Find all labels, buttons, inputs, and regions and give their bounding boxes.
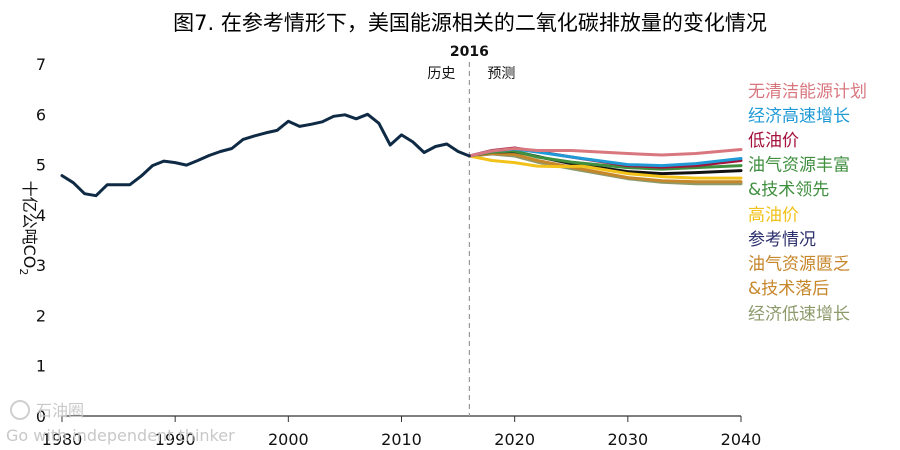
y-tick-label: 4 [36, 206, 46, 225]
series-line-4 [467, 154, 743, 180]
y-tick-label: 5 [36, 156, 46, 175]
y-axis-label-subscript: 2 [17, 268, 30, 275]
y-tick-label: 1 [36, 357, 46, 376]
axes: 1980 1990 2000 2010 2020 2030 2040 0 1 2 3 4 5 6 7 [36, 55, 762, 449]
x-tick-label: 1990 [155, 430, 196, 449]
watermark-logo-icon [10, 400, 30, 420]
projection-label: 预测 [487, 66, 515, 82]
y-tick-label: 7 [36, 55, 46, 74]
watermark-logo: 石油圈 [36, 401, 84, 420]
legend-entry: &技术落后 [748, 279, 829, 299]
series-line-0 [467, 147, 743, 158]
history-label: 历史 [427, 66, 455, 82]
svg-text:十亿公吨CO2: 十亿公吨CO2 [17, 181, 39, 276]
y-axis-label-text: 十亿公吨CO [20, 181, 39, 269]
legend-entry: 无清洁能源计划 [748, 82, 867, 102]
legend-entry: 参考情况 [748, 230, 816, 250]
watermark-text: Go with independent thinker [6, 426, 235, 445]
y-axis-label: 十亿公吨CO2 [17, 181, 39, 276]
x-tick-label: 2040 [721, 430, 762, 449]
legend-entry: 经济低速增长 [748, 305, 850, 325]
x-tick-label: 2000 [268, 430, 309, 449]
series-lines [60, 112, 743, 198]
legend-entry: 低油价 [748, 131, 799, 151]
x-tick-label: 2010 [381, 430, 422, 449]
y-tick-label: 3 [36, 256, 46, 275]
y-tick-label: 2 [36, 306, 46, 325]
x-tick-label: 2030 [607, 430, 648, 449]
x-tick-label: 1980 [42, 430, 83, 449]
y-tick-label: 6 [36, 105, 46, 124]
legend: 无清洁能源计划经济高速增长低油价油气资源丰富&技术领先高油价参考情况油气资源匮乏… [748, 82, 867, 325]
legend-entry: 油气资源丰富 [748, 156, 850, 176]
x-tick-label: 2020 [494, 430, 535, 449]
divider-year-label: 2016 [450, 44, 489, 60]
legend-entry: &技术领先 [748, 180, 829, 200]
watermark: 石油圈 Go with independent thinker [6, 400, 235, 445]
legend-entry: 经济高速增长 [748, 107, 850, 127]
history-line [60, 112, 471, 198]
y-tick-label: 0 [36, 407, 46, 426]
legend-entry: 油气资源匮乏 [748, 255, 850, 275]
legend-entry: 高油价 [748, 206, 799, 226]
history-projection-divider: 2016 历史 预测 [427, 44, 515, 416]
chart-title: 图7. 在参考情形下，美国能源相关的二氧化碳排放量的变化情况 [173, 11, 767, 35]
